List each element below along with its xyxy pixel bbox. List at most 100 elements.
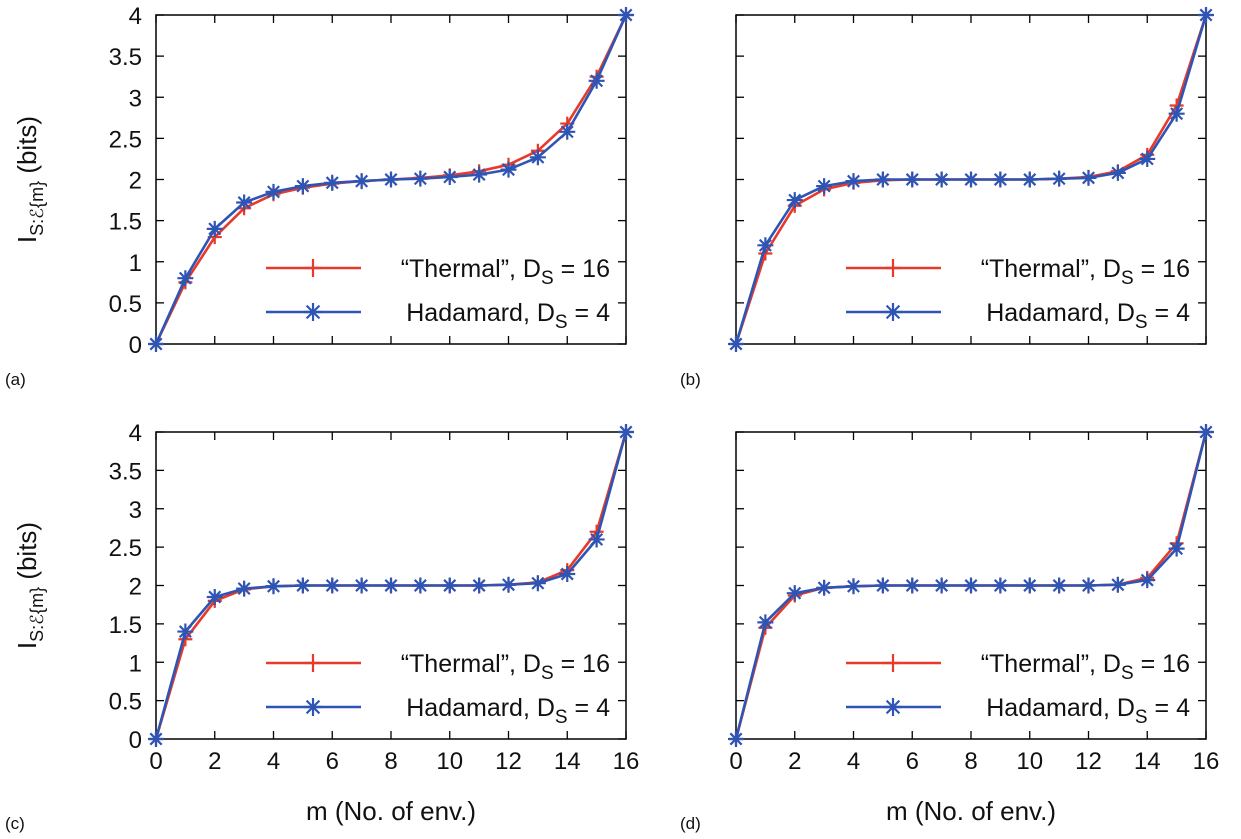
y-tick-label: 2.5 [109, 535, 142, 562]
data-point-hadamard [963, 171, 979, 188]
panel-a: 00.511.522.533.54“Thermal”, DS = 16Hadam… [5, 3, 634, 389]
legend-label-sub: S [1135, 707, 1148, 728]
y-tick-label: 3 [129, 497, 142, 524]
data-point-hadamard [1198, 7, 1214, 23]
legend-label-tail: = 16 [1134, 650, 1190, 678]
data-point-hadamard [1139, 572, 1156, 589]
data-point-hadamard [148, 731, 164, 747]
data-point-hadamard [529, 575, 546, 592]
legend-entry: Hadamard, DS = 4 [846, 299, 1190, 333]
legend-label-tail: = 16 [554, 650, 610, 678]
legend-label-tail: = 4 [1148, 299, 1190, 327]
x-axis-label: m (No. of env.) [886, 796, 1056, 826]
y-axis-label-unit: (bits) [12, 116, 42, 181]
x-axis-label: m (No. of env.) [306, 796, 476, 826]
y-tick-label: 2 [129, 574, 142, 601]
y-tick-label: 0 [129, 727, 142, 754]
x-tick-label: 10 [1016, 748, 1043, 775]
legend-marker-star [304, 698, 322, 716]
legend-marker-star [304, 303, 322, 321]
legend-marker-plus [305, 259, 321, 277]
y-axis-label-main: I [12, 642, 42, 649]
y-tick-label: 2 [129, 168, 142, 195]
panel-c: 0 2 4 6 8 10 12 14 16 0 0.5 1 1.5 2 2.5 3 3.5 4 “Thermal”,… [5, 420, 639, 833]
y-tick-label: 2.5 [109, 126, 142, 153]
data-point-hadamard [588, 72, 605, 89]
data-point-hadamard [786, 585, 803, 602]
data-point-hadamard [728, 336, 744, 352]
y-axis-label-main: I [12, 236, 42, 243]
data-point-hadamard [265, 183, 282, 200]
data-point-hadamard [177, 623, 194, 640]
legend-label-sub: S [555, 312, 568, 333]
data-point-hadamard [412, 577, 429, 594]
data-point-hadamard [757, 614, 774, 631]
x-tick-label: 8 [964, 748, 977, 775]
legend-label: Hadamard, DS = 4 [406, 299, 610, 333]
legend-label: Hadamard, DS = 4 [986, 299, 1190, 333]
x-tick-label: 2 [208, 748, 221, 775]
data-point-hadamard [383, 577, 399, 594]
data-point-hadamard [1198, 424, 1214, 440]
data-point-hadamard [206, 220, 223, 237]
data-point-hadamard [500, 576, 517, 593]
legend-marker-star [884, 303, 902, 321]
data-point-hadamard [236, 194, 253, 211]
y-tick-label: 1 [129, 250, 142, 277]
data-point-hadamard [1021, 171, 1038, 188]
panel-label: (b) [680, 370, 701, 389]
y-tick-label: 0.5 [109, 689, 142, 716]
legend-label-tail: = 16 [554, 255, 610, 283]
legend-marker-plus [885, 654, 901, 672]
y-axis-label-sub: S:ℰ{m} [27, 587, 47, 642]
data-point-hadamard [816, 178, 833, 195]
data-point-hadamard [294, 178, 311, 195]
legend-label-tail: = 4 [568, 694, 610, 722]
legend-label-main: Hadamard, D [406, 694, 555, 722]
x-tick-label: 8 [384, 748, 397, 775]
y-tick-label: 3.5 [109, 458, 142, 485]
data-point-hadamard [992, 171, 1009, 188]
legend-marker-plus [885, 259, 901, 277]
legend-entry: “Thermal”, DS = 16 [846, 650, 1190, 684]
data-point-hadamard [904, 577, 921, 594]
data-point-hadamard [1051, 577, 1068, 594]
legend-label-main: Hadamard, D [986, 299, 1135, 327]
x-tick-label: 10 [436, 748, 463, 775]
x-tick-label: 16 [1193, 748, 1220, 775]
data-point-hadamard [559, 565, 576, 582]
legend-entry: “Thermal”, DS = 16 [266, 255, 610, 289]
data-point-hadamard [874, 577, 891, 594]
data-point-hadamard [845, 578, 862, 595]
x-tick-label: 6 [906, 748, 919, 775]
data-point-hadamard [559, 123, 576, 140]
data-point-hadamard [236, 580, 253, 597]
y-axis-label: IS:ℰ{m} (bits) [12, 522, 47, 649]
x-tick-label: 12 [1075, 748, 1102, 775]
legend-label-sub: S [541, 663, 554, 684]
x-tick-label: 0 [729, 748, 742, 775]
data-point-hadamard [992, 577, 1009, 594]
legend-label-tail: = 16 [1134, 255, 1190, 283]
data-point-hadamard [294, 577, 311, 594]
data-point-hadamard [353, 173, 370, 190]
data-point-hadamard [1139, 150, 1156, 167]
legend-label-main: Hadamard, D [986, 694, 1135, 722]
legend-label-main: “Thermal”, D [981, 650, 1121, 678]
data-point-hadamard [845, 173, 862, 190]
legend-marker-plus [305, 654, 321, 672]
data-point-hadamard [588, 531, 605, 548]
data-point-hadamard [757, 237, 774, 254]
x-tick-label: 6 [326, 748, 339, 775]
y-tick-label: 1.5 [109, 612, 142, 639]
data-point-hadamard [874, 171, 891, 188]
legend-label-main: “Thermal”, D [401, 650, 541, 678]
data-point-hadamard [324, 577, 341, 594]
legend-label-sub: S [541, 268, 554, 289]
legend-label-tail: = 4 [568, 299, 610, 327]
y-tick-label: 3 [129, 85, 142, 112]
data-point-hadamard [816, 579, 833, 596]
x-tick-label: 4 [267, 748, 280, 775]
data-point-hadamard [441, 577, 458, 594]
